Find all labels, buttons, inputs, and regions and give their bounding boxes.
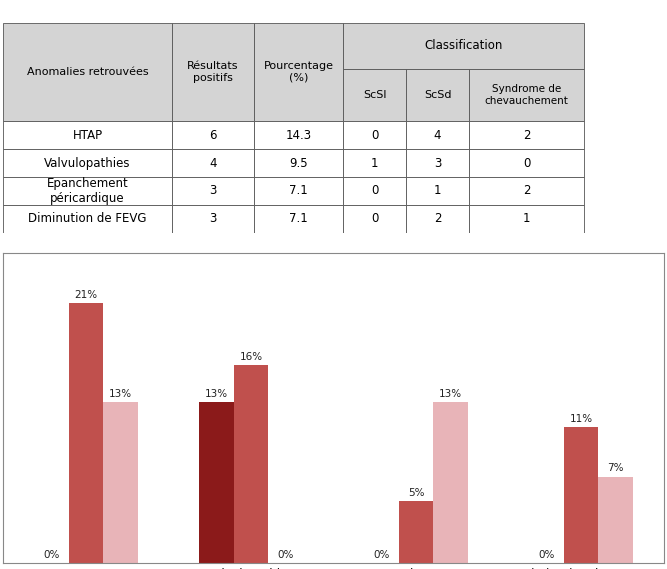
Text: 1: 1 <box>523 212 530 225</box>
Text: 6: 6 <box>209 129 217 142</box>
FancyBboxPatch shape <box>254 121 344 149</box>
Text: Résultats
positifs: Résultats positifs <box>187 61 239 83</box>
FancyBboxPatch shape <box>406 121 469 149</box>
FancyBboxPatch shape <box>469 69 584 121</box>
Text: 21%: 21% <box>74 290 97 300</box>
Text: 1: 1 <box>434 184 442 197</box>
Text: 7.1: 7.1 <box>289 184 308 197</box>
Bar <box>69 303 103 563</box>
Text: 3: 3 <box>209 184 217 197</box>
Text: 1: 1 <box>371 156 378 170</box>
Text: Anomalies retrouvées: Anomalies retrouvées <box>27 67 148 77</box>
FancyBboxPatch shape <box>254 23 344 121</box>
FancyBboxPatch shape <box>171 23 254 121</box>
FancyBboxPatch shape <box>406 177 469 205</box>
FancyBboxPatch shape <box>406 69 469 121</box>
Text: 0%: 0% <box>538 550 555 560</box>
FancyBboxPatch shape <box>171 205 254 233</box>
Text: 0%: 0% <box>277 550 294 560</box>
Text: 7.1: 7.1 <box>289 212 308 225</box>
FancyBboxPatch shape <box>406 149 469 177</box>
FancyBboxPatch shape <box>469 205 584 233</box>
FancyBboxPatch shape <box>254 177 344 205</box>
Text: 11%: 11% <box>570 414 593 424</box>
Bar <box>199 402 233 563</box>
FancyBboxPatch shape <box>3 121 171 149</box>
Text: HTAP: HTAP <box>73 129 103 142</box>
Text: 2: 2 <box>523 129 530 142</box>
Text: 2: 2 <box>523 184 530 197</box>
Text: Classification: Classification <box>425 39 503 52</box>
FancyBboxPatch shape <box>344 177 406 205</box>
Text: Pourcentage
(%): Pourcentage (%) <box>264 61 334 83</box>
Text: 4: 4 <box>209 156 217 170</box>
Bar <box>233 365 268 563</box>
FancyBboxPatch shape <box>469 121 584 149</box>
FancyBboxPatch shape <box>344 23 584 69</box>
Text: 13%: 13% <box>205 389 228 399</box>
Text: 0%: 0% <box>43 550 59 560</box>
Text: 0: 0 <box>523 156 530 170</box>
FancyBboxPatch shape <box>469 177 584 205</box>
FancyBboxPatch shape <box>344 149 406 177</box>
Text: 0%: 0% <box>373 550 390 560</box>
FancyBboxPatch shape <box>171 177 254 205</box>
FancyBboxPatch shape <box>3 149 171 177</box>
Text: Syndrome de
chevauchement: Syndrome de chevauchement <box>485 84 568 106</box>
FancyBboxPatch shape <box>406 205 469 233</box>
Text: 3: 3 <box>434 156 441 170</box>
FancyBboxPatch shape <box>3 23 171 121</box>
Bar <box>564 427 598 563</box>
Text: 14.3: 14.3 <box>285 129 312 142</box>
FancyBboxPatch shape <box>344 205 406 233</box>
Text: ScSl: ScSl <box>363 90 386 100</box>
Text: 0: 0 <box>371 129 378 142</box>
FancyBboxPatch shape <box>344 121 406 149</box>
Text: 7%: 7% <box>608 464 624 473</box>
Text: ScSd: ScSd <box>424 90 452 100</box>
FancyBboxPatch shape <box>344 69 406 121</box>
Bar <box>399 501 434 563</box>
Text: 2: 2 <box>434 212 442 225</box>
Text: 16%: 16% <box>239 352 263 362</box>
Text: 4: 4 <box>434 129 442 142</box>
Text: 9.5: 9.5 <box>289 156 308 170</box>
Text: 0: 0 <box>371 212 378 225</box>
FancyBboxPatch shape <box>254 149 344 177</box>
Text: Diminution de FEVG: Diminution de FEVG <box>28 212 147 225</box>
Bar <box>103 402 138 563</box>
FancyBboxPatch shape <box>254 205 344 233</box>
FancyBboxPatch shape <box>171 149 254 177</box>
Text: 3: 3 <box>209 212 217 225</box>
FancyBboxPatch shape <box>3 177 171 205</box>
Text: Epanchement
péricardique: Epanchement péricardique <box>47 177 129 205</box>
Text: 5%: 5% <box>408 488 424 498</box>
Text: 13%: 13% <box>439 389 462 399</box>
Bar <box>434 402 468 563</box>
Text: Valvulopathies: Valvulopathies <box>44 156 131 170</box>
FancyBboxPatch shape <box>171 121 254 149</box>
FancyBboxPatch shape <box>469 149 584 177</box>
FancyBboxPatch shape <box>3 205 171 233</box>
Bar <box>598 477 633 563</box>
Text: 0: 0 <box>371 184 378 197</box>
Text: 13%: 13% <box>109 389 132 399</box>
